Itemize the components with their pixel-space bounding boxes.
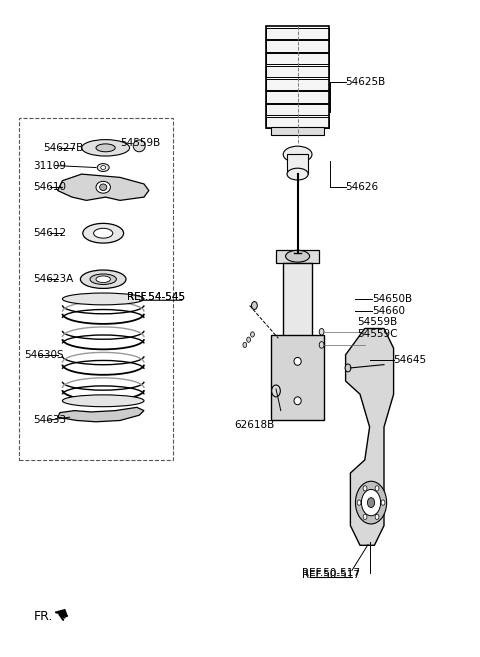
Ellipse shape [368,498,375,508]
Ellipse shape [286,250,310,262]
Ellipse shape [357,500,361,505]
Text: 54612: 54612 [34,228,67,238]
Text: 54559B: 54559B [358,317,398,327]
Bar [266,28,329,39]
Text: 54650B: 54650B [372,294,412,304]
Ellipse shape [101,166,106,170]
Ellipse shape [375,486,379,491]
Bar [271,335,324,420]
Ellipse shape [100,184,107,191]
Text: 54559C: 54559C [358,328,398,339]
Bar [266,66,329,78]
Ellipse shape [283,147,312,162]
Ellipse shape [247,337,251,342]
Bar [276,250,319,263]
Bar [266,104,329,116]
Text: REF.50-517: REF.50-517 [302,570,360,580]
Ellipse shape [94,229,113,238]
Text: 54645: 54645 [394,355,427,365]
Ellipse shape [252,302,257,309]
Text: 54660: 54660 [372,306,405,316]
Ellipse shape [133,140,145,152]
Polygon shape [55,610,67,616]
Ellipse shape [381,500,385,505]
Bar [271,127,324,135]
Text: 54625B: 54625B [346,77,386,87]
Ellipse shape [97,164,109,171]
Bar [283,263,312,394]
Ellipse shape [361,489,381,516]
Polygon shape [58,174,149,200]
Bar [266,91,329,102]
Ellipse shape [375,514,379,520]
Ellipse shape [62,293,144,305]
Text: 54623A: 54623A [34,274,74,284]
Bar [266,40,329,52]
Polygon shape [58,407,144,422]
Ellipse shape [81,270,126,288]
Ellipse shape [294,397,301,405]
Text: 54627B: 54627B [43,143,84,153]
Bar [287,154,308,174]
Ellipse shape [96,181,110,193]
Ellipse shape [243,342,247,348]
Ellipse shape [62,395,144,407]
Polygon shape [346,328,394,545]
Ellipse shape [96,276,110,283]
Text: 54633: 54633 [34,415,67,426]
Bar [266,78,329,90]
Ellipse shape [294,357,301,365]
Ellipse shape [251,332,254,337]
Ellipse shape [355,481,387,524]
Text: 62618B: 62618B [234,420,275,430]
Ellipse shape [287,168,308,180]
Ellipse shape [96,144,115,152]
Text: REF.54-545: REF.54-545 [127,292,185,302]
Text: 54559B: 54559B [120,138,160,148]
Ellipse shape [83,223,124,243]
Text: FR.: FR. [34,610,53,623]
Bar [266,117,329,128]
Text: 54610: 54610 [34,182,67,193]
Text: 54630S: 54630S [24,350,64,360]
Ellipse shape [363,486,367,491]
Ellipse shape [319,328,324,335]
Text: REF.50-517: REF.50-517 [302,568,360,578]
Ellipse shape [272,385,280,397]
Text: 31109: 31109 [34,160,67,171]
Ellipse shape [319,342,324,348]
Bar [266,26,329,128]
Ellipse shape [90,274,117,284]
Bar [266,53,329,64]
Ellipse shape [345,364,351,372]
Ellipse shape [82,140,130,156]
Text: REF.54-545: REF.54-545 [127,292,185,302]
Ellipse shape [363,514,367,520]
Text: 54626: 54626 [346,182,379,193]
Bar [19,118,173,460]
